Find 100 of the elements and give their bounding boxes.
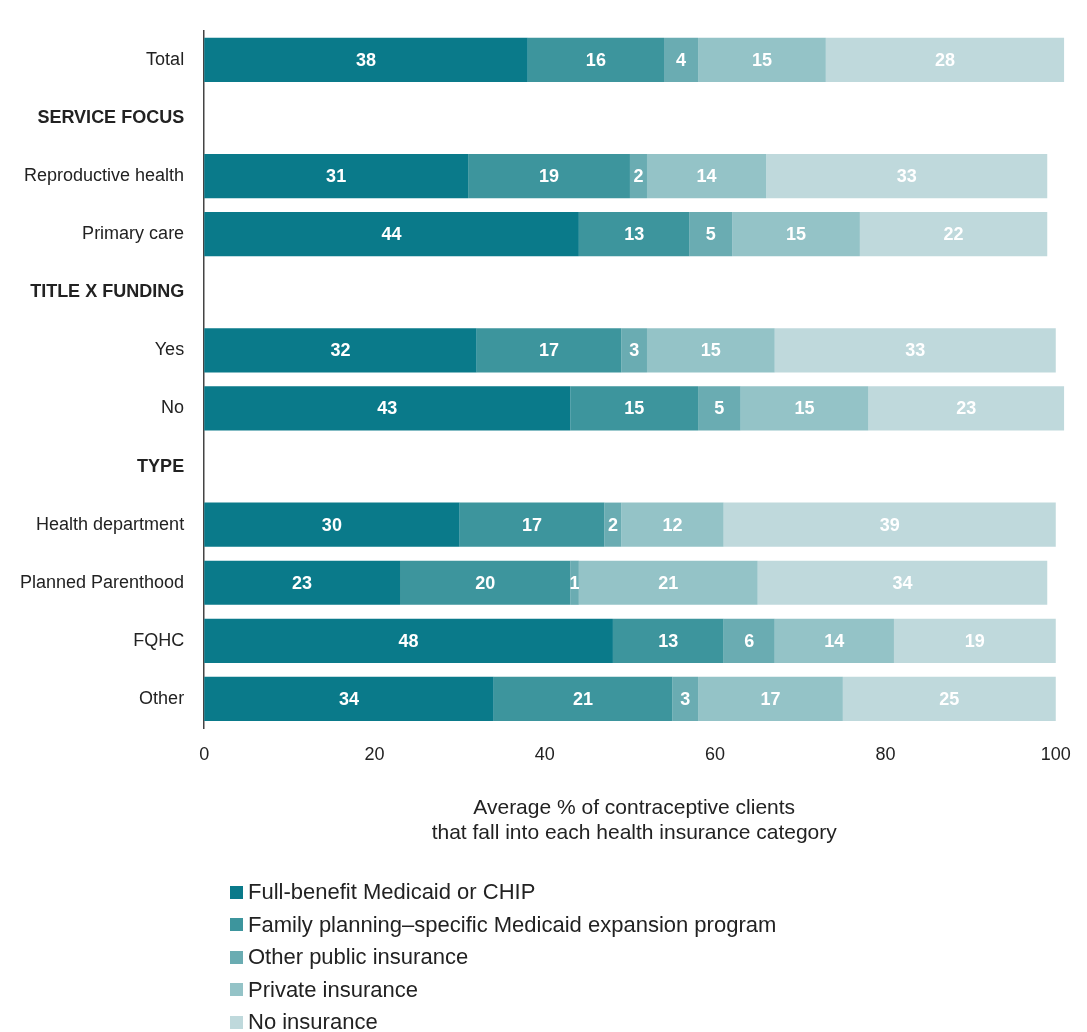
bar <box>893 618 1056 663</box>
bar <box>868 386 1065 431</box>
data-label: 15 <box>700 340 721 361</box>
bar <box>825 37 1065 82</box>
bar <box>400 560 571 605</box>
data-label: 34 <box>338 688 359 709</box>
data-label: 17 <box>760 688 781 709</box>
y-tick-label: Yes <box>154 339 185 360</box>
bar <box>621 502 724 547</box>
data-label: 43 <box>377 398 398 419</box>
bar <box>204 618 613 663</box>
data-label: 17 <box>539 340 560 361</box>
bar <box>578 560 758 605</box>
bar <box>698 676 843 722</box>
data-label: 15 <box>794 398 815 419</box>
y-tick-label: SERVICE FOCUS <box>37 106 185 127</box>
legend-label: No insurance <box>248 1008 378 1032</box>
bar <box>612 618 724 663</box>
data-label: 30 <box>321 514 342 535</box>
data-label: 32 <box>330 340 351 361</box>
y-tick-label: FQHC <box>133 629 185 650</box>
data-label: 15 <box>751 49 772 70</box>
y-tick-label: Primary care <box>82 223 185 244</box>
x-tick-label: 40 <box>534 743 555 764</box>
data-label: 4 <box>676 49 687 70</box>
data-label: 39 <box>879 514 900 535</box>
bar <box>204 676 494 722</box>
x-tick-label: 20 <box>364 743 385 764</box>
data-label: 12 <box>662 514 683 535</box>
data-label: 3 <box>629 340 640 361</box>
x-tick-label: 60 <box>705 743 726 764</box>
data-label: 16 <box>585 49 606 70</box>
bar <box>859 212 1048 257</box>
legend-label: Family planning–specific Medicaid expansion program <box>248 910 777 939</box>
data-label: 25 <box>939 688 960 709</box>
data-label: 23 <box>956 398 977 419</box>
data-label: 34 <box>892 572 913 593</box>
data-label: 14 <box>696 166 717 187</box>
bar <box>646 328 775 373</box>
bar <box>476 328 622 373</box>
bar <box>578 212 690 257</box>
y-tick-label: Total <box>146 48 185 69</box>
bar <box>204 560 401 605</box>
y-tick-label: Reproductive health <box>24 165 185 186</box>
x-tick-label: 100 <box>1040 743 1071 764</box>
data-label: 31 <box>326 166 347 187</box>
data-label: 22 <box>943 224 964 245</box>
bar <box>766 153 1048 199</box>
data-label: 33 <box>905 340 926 361</box>
bar <box>204 328 477 373</box>
data-label: 13 <box>658 630 679 651</box>
legend-label: Full-benefit Medicaid or CHIP <box>248 878 536 906</box>
data-label: 17 <box>522 514 543 535</box>
data-label: 21 <box>573 688 594 709</box>
data-label: 15 <box>786 224 807 245</box>
y-tick-label: Planned Parenthood <box>20 571 185 592</box>
y-tick-label: No <box>161 397 185 418</box>
bar <box>732 212 860 257</box>
bar <box>204 212 579 257</box>
data-label: 13 <box>624 224 645 245</box>
bar <box>664 37 699 82</box>
bar <box>204 502 460 547</box>
data-label: 23 <box>292 572 313 593</box>
y-tick-label: Other <box>139 687 185 708</box>
x-tick-label: 0 <box>199 743 210 764</box>
bar <box>723 502 1056 547</box>
data-label: 15 <box>624 398 645 419</box>
bar <box>740 386 869 431</box>
data-label: 33 <box>896 166 917 187</box>
bar <box>493 676 673 722</box>
data-label: 3 <box>680 688 691 709</box>
bar <box>204 386 571 431</box>
bar <box>646 153 767 199</box>
bar <box>527 37 665 82</box>
data-label: 38 <box>355 49 376 70</box>
data-label: 1 <box>569 572 580 593</box>
y-tick-label: TITLE X FUNDING <box>30 281 185 302</box>
bar <box>774 328 1056 373</box>
data-label: 19 <box>539 166 560 187</box>
x-axis-title: Average % of contraceptive clients that fall into each health insurance category <box>431 795 838 844</box>
data-label: 6 <box>744 630 755 651</box>
bar <box>204 153 469 199</box>
legend-label: Private insurance <box>248 975 418 1004</box>
bar <box>757 560 1048 605</box>
bar <box>459 502 605 547</box>
data-label: 48 <box>398 630 419 651</box>
bar <box>774 618 894 663</box>
bar <box>468 153 630 199</box>
legend-label: Other public insurance <box>248 943 469 971</box>
data-label: 44 <box>381 224 402 245</box>
y-tick-label: TYPE <box>137 455 185 476</box>
data-label: 14 <box>824 630 845 651</box>
data-label: 5 <box>714 398 725 419</box>
bar <box>570 386 699 431</box>
data-label: 20 <box>475 572 496 593</box>
x-tick-label: 80 <box>875 743 896 764</box>
data-label: 2 <box>607 514 618 535</box>
data-label: 19 <box>964 630 985 651</box>
bar <box>621 328 647 373</box>
bar <box>698 37 826 82</box>
